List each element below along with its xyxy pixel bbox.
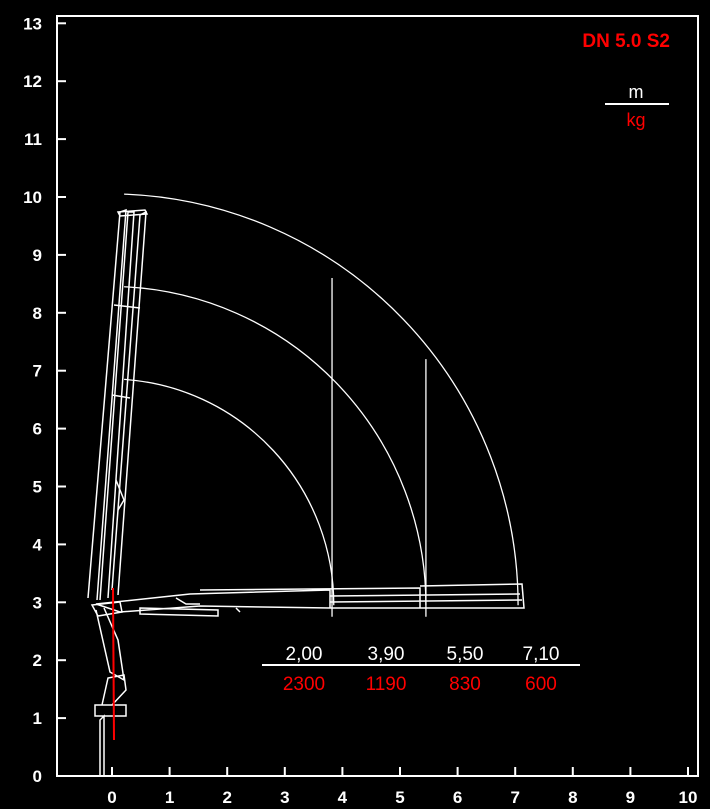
unit-kg-label: kg bbox=[626, 110, 645, 130]
y-tick-label: 1 bbox=[33, 709, 42, 728]
y-tick-label: 5 bbox=[33, 478, 42, 497]
y-tick-label: 7 bbox=[33, 362, 42, 381]
main-boom bbox=[87, 208, 147, 601]
reach-value: 7,10 bbox=[523, 644, 560, 665]
y-tick-label: 3 bbox=[33, 593, 42, 612]
y-tick-label: 11 bbox=[24, 130, 42, 149]
x-tick-label: 3 bbox=[280, 788, 289, 807]
x-tick-label: 8 bbox=[568, 788, 577, 807]
reach-value: 2,00 bbox=[286, 644, 323, 665]
vertical-markers bbox=[331, 278, 427, 617]
y-tick-label: 13 bbox=[23, 14, 42, 33]
y-tick-label: 12 bbox=[23, 72, 42, 91]
crane-column bbox=[94, 674, 127, 775]
x-tick-label: 5 bbox=[395, 788, 404, 807]
reach-value: 3,90 bbox=[368, 644, 405, 665]
x-tick-label: 10 bbox=[679, 788, 698, 807]
load-value: 1190 bbox=[366, 674, 407, 695]
y-tick-label: 8 bbox=[33, 304, 42, 323]
x-tick-label: 0 bbox=[107, 788, 116, 807]
load-value: 2300 bbox=[283, 674, 325, 695]
reach-arc bbox=[124, 378, 335, 606]
reach-arcs bbox=[124, 193, 519, 606]
x-axis: 0 1 2 3 4 5 6 7 8 9 10 bbox=[107, 767, 697, 807]
slew-axis-line bbox=[112, 587, 115, 741]
reach-value: 5,50 bbox=[447, 644, 484, 665]
crane-illustration bbox=[87, 208, 525, 775]
load-table: 2,00 3,90 5,50 7,10 2300 1190 830 600 bbox=[283, 644, 560, 695]
unit-meters-label: m bbox=[629, 82, 644, 102]
horizontal-boom bbox=[95, 583, 525, 617]
x-tick-label: 2 bbox=[222, 788, 231, 807]
main-boom-detail bbox=[111, 209, 149, 511]
crane-pivot bbox=[90, 601, 125, 682]
x-tick-label: 1 bbox=[165, 788, 174, 807]
x-tick-label: 7 bbox=[510, 788, 519, 807]
y-tick-label: 6 bbox=[33, 420, 42, 439]
x-tick-label: 4 bbox=[338, 788, 348, 807]
y-tick-label: 9 bbox=[33, 246, 42, 265]
y-tick-label: 0 bbox=[33, 767, 42, 786]
y-tick-label: 4 bbox=[33, 535, 43, 554]
load-value: 830 bbox=[449, 674, 481, 695]
y-tick-label: 2 bbox=[33, 651, 42, 670]
x-tick-label: 6 bbox=[453, 788, 462, 807]
load-value: 600 bbox=[525, 674, 557, 695]
plot-frame bbox=[56, 15, 699, 777]
reach-arc bbox=[124, 193, 519, 606]
reach-arc bbox=[124, 286, 427, 606]
x-tick-label: 9 bbox=[626, 788, 635, 807]
boom-hook-detail bbox=[175, 597, 241, 613]
chart-title: DN 5.0 S2 bbox=[582, 31, 670, 52]
y-tick-label: 10 bbox=[23, 188, 42, 207]
